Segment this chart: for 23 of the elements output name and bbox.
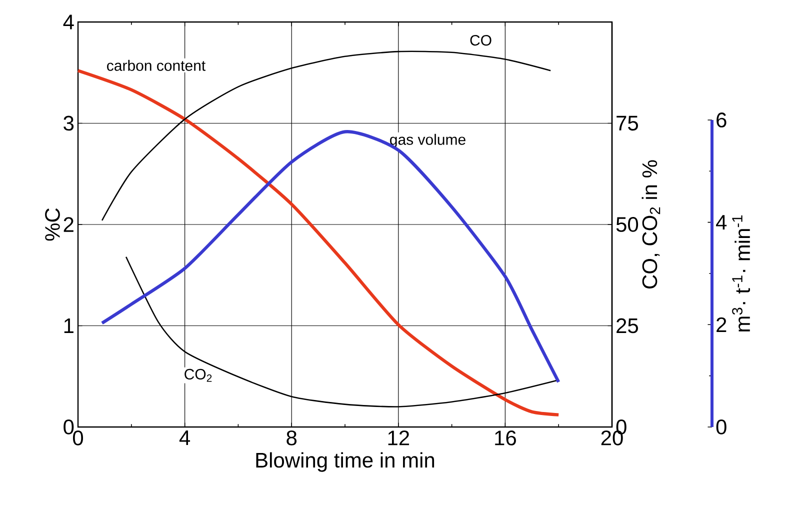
y2-tick-label: 25	[616, 318, 638, 334]
x-tick-label: 16	[495, 430, 516, 446]
y-tick-label: 2	[64, 217, 74, 232]
legend-label: CO	[470, 34, 492, 46]
y-tick-label: 3	[64, 116, 74, 131]
y3-tick-label: 4	[716, 215, 727, 230]
y-tick-label: 4	[63, 14, 74, 30]
x-tick-label: 8	[286, 430, 297, 446]
series-label: CO$_{2}$	[184, 368, 212, 382]
y2-tick-label: 75	[616, 116, 638, 131]
x-tick-label: 4	[179, 430, 190, 445]
y-axis-title: %C	[45, 208, 60, 241]
y2-axis-title: CO, CO$_{2}$ in %	[642, 160, 660, 288]
x-axis-title: Blowing time in min	[256, 452, 434, 472]
series-label: carbon content	[107, 60, 206, 71]
y3-axis-title: m$^{3}$· t$^{-1}$· min$^{-1}$	[732, 215, 750, 332]
y-tick-label: 0	[64, 420, 74, 434]
y2-tick-label: 50	[616, 217, 638, 232]
y-tick-label: 1	[64, 318, 74, 333]
y3-tick-label: 0	[716, 420, 726, 434]
x-tick-label: 12	[388, 430, 410, 446]
y3-tick-label: 2	[716, 317, 726, 332]
y3-tick-label: 6	[716, 112, 726, 128]
